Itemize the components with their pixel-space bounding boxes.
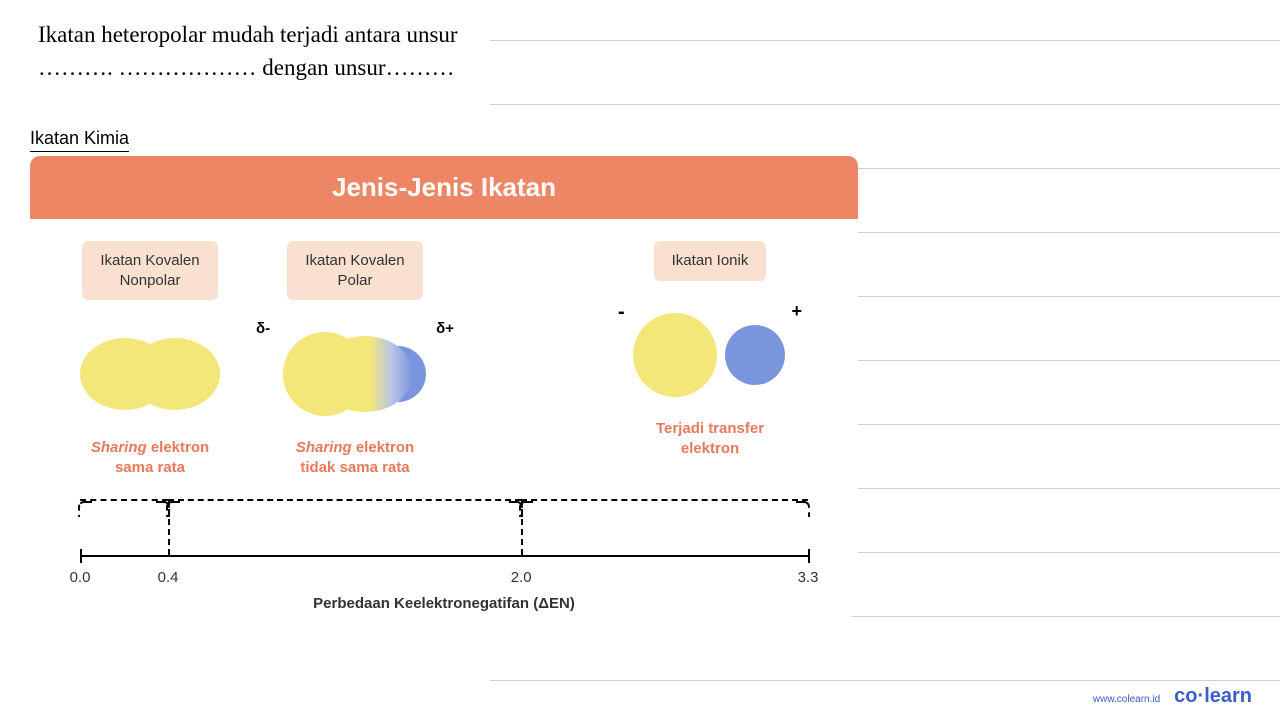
bond-ionic-desc: Terjadi transfer elektron [656, 419, 764, 460]
bond-ionic-desc-1: Terjadi transfer [656, 420, 764, 437]
tick-label-3: 3.3 [798, 569, 819, 586]
tick-label-0: 0.0 [70, 569, 91, 586]
minus-sign-label: - [618, 301, 625, 324]
tick-label-2: 2.0 [511, 569, 532, 586]
bond-polar: Ikatan Kovalen Polar δ- δ+ [250, 241, 460, 479]
delta-minus-label: δ- [256, 320, 270, 337]
electronegativity-axis: 0.0 0.4 2.0 3.3 Perbedaan Keelektronegat… [80, 497, 808, 617]
bond-polar-label: Ikatan Kovalen Polar [287, 241, 422, 300]
polar-shape-icon [270, 331, 440, 417]
tick-0 [80, 549, 82, 563]
tick-label-1: 0.4 [158, 569, 179, 586]
panel-title: Jenis-Jenis Ikatan [30, 156, 858, 219]
bracket-polar [168, 499, 521, 513]
bond-nonpolar-desc: Sharing elektron sama rata [91, 438, 209, 479]
bond-polar-label-text: Ikatan Kovalen Polar [305, 252, 404, 289]
axis-title: Perbedaan Keelektronegatifan (ΔEN) [80, 595, 808, 612]
bond-polar-visual: δ- δ+ [250, 326, 460, 422]
bond-ionic-desc-2: elektron [681, 440, 739, 457]
ionic-shape-icon [620, 312, 800, 398]
bond-nonpolar-label-text: Ikatan Kovalen Nonpolar [100, 252, 199, 289]
bond-types-panel: Jenis-Jenis Ikatan Ikatan Kovalen Nonpol… [30, 156, 858, 617]
logo-post: learn [1204, 685, 1252, 707]
section-label: Ikatan Kimia [30, 128, 129, 152]
bond-ionic-visual: - + [610, 307, 810, 403]
plus-sign-label: + [791, 301, 802, 322]
divider-2-0 [521, 499, 523, 555]
logo-pre: co [1174, 685, 1197, 707]
bond-nonpolar-desc-italic: Sharing [91, 439, 147, 456]
bracket-nonpolar [80, 499, 168, 513]
nonpolar-shape-icon [75, 334, 225, 414]
footer-url: www.colearn.id [1093, 694, 1160, 705]
footer: www.colearn.id co·learn [1093, 685, 1252, 708]
bracket-ionic [521, 499, 808, 513]
tick-end [808, 549, 810, 563]
bond-ionic-label: Ikatan Ionik [654, 241, 767, 281]
bond-polar-desc-italic: Sharing [296, 439, 352, 456]
bond-ionic: Ikatan Ionik - + Terjadi transfer elektr… [610, 241, 810, 479]
bond-nonpolar: Ikatan Kovalen Nonpolar Sharing elektron… [60, 241, 240, 479]
bond-nonpolar-visual [60, 326, 240, 422]
axis-line [80, 555, 808, 557]
bond-polar-desc: Sharing elektron tidak sama rata [296, 438, 414, 479]
bond-nonpolar-label: Ikatan Kovalen Nonpolar [82, 241, 217, 300]
delta-plus-label: δ+ [436, 320, 454, 337]
divider-0-4 [168, 499, 170, 555]
footer-logo: co·learn [1174, 685, 1252, 708]
bond-row: Ikatan Kovalen Nonpolar Sharing elektron… [30, 219, 858, 479]
